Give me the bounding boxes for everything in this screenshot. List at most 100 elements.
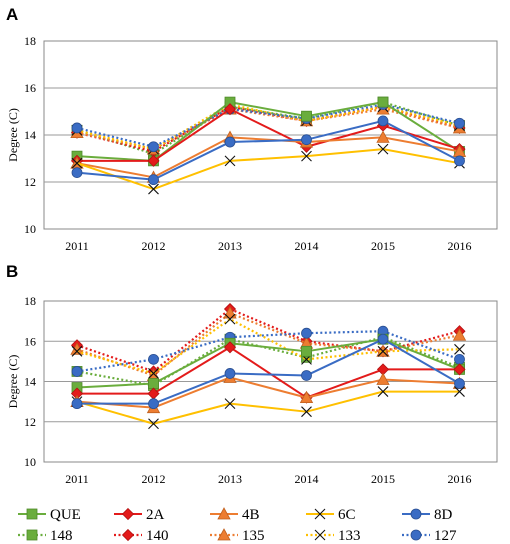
x-tick-label: 2014 bbox=[295, 239, 319, 253]
data-point-127 bbox=[148, 141, 159, 153]
series-line-127 bbox=[76, 330, 460, 373]
data-point-2a bbox=[223, 341, 237, 354]
data-point-6c bbox=[71, 157, 83, 169]
y-tick-label: 18 bbox=[24, 294, 36, 308]
data-point-133-stroke-b bbox=[224, 313, 236, 325]
legend-label: 2A bbox=[146, 507, 165, 523]
y-tick-label: 14 bbox=[24, 128, 36, 142]
data-point-6c bbox=[148, 183, 159, 195]
x-tick-label: 2015 bbox=[371, 472, 395, 486]
legend-item-4b: 4B bbox=[210, 507, 260, 523]
legend-label: QUE bbox=[50, 507, 81, 523]
legend-item-8d: 8D bbox=[402, 507, 453, 523]
legend-marker bbox=[314, 508, 326, 520]
data-point-127 bbox=[301, 327, 312, 339]
legend-label: 6C bbox=[338, 507, 356, 523]
data-point-6c-stroke-b bbox=[148, 183, 159, 195]
x-tick-label: 2014 bbox=[295, 472, 319, 486]
legend-label: 135 bbox=[242, 528, 265, 544]
x-tick-label: 2016 bbox=[448, 472, 472, 486]
series-line-6c bbox=[76, 390, 460, 425]
legend-marker bbox=[314, 529, 326, 541]
data-point-135 bbox=[223, 306, 237, 319]
data-point-que bbox=[301, 110, 312, 122]
y-tick-label: 16 bbox=[24, 81, 36, 95]
series-que bbox=[71, 96, 465, 167]
data-point-127 bbox=[454, 117, 465, 129]
data-point-127 bbox=[454, 353, 465, 365]
series-line-4b bbox=[76, 376, 460, 409]
series-133 bbox=[71, 313, 465, 379]
panel-label: B bbox=[6, 262, 18, 281]
x-tick-label: 2016 bbox=[448, 239, 472, 253]
legend-item-127: 127 bbox=[402, 528, 457, 544]
data-point-6c-stroke-b bbox=[224, 155, 236, 167]
legend-marker bbox=[217, 528, 231, 541]
legend-label: 8D bbox=[434, 507, 453, 523]
legend-label: 133 bbox=[338, 528, 361, 544]
data-point-8d bbox=[148, 398, 159, 410]
x-tick-label: 2012 bbox=[142, 239, 166, 253]
data-point-8d bbox=[224, 368, 236, 379]
y-tick-label: 10 bbox=[24, 455, 36, 469]
data-point-133 bbox=[224, 313, 236, 325]
y-tick-label: 18 bbox=[24, 34, 36, 48]
legend-item-140: 140 bbox=[114, 528, 169, 544]
data-point-135 bbox=[452, 328, 467, 341]
data-point-4b bbox=[376, 130, 390, 143]
data-point-127 bbox=[148, 353, 159, 365]
data-point-6c bbox=[301, 150, 312, 162]
data-point-133 bbox=[71, 345, 83, 357]
data-point-6c-stroke-b bbox=[301, 150, 312, 162]
series-line-148 bbox=[76, 336, 460, 387]
series-2a bbox=[70, 341, 466, 404]
y-tick-label: 14 bbox=[24, 375, 36, 389]
data-point-8d bbox=[377, 333, 389, 345]
series-line-135 bbox=[76, 311, 460, 377]
legend-marker bbox=[121, 528, 135, 542]
series-line-148 bbox=[76, 100, 460, 155]
series-8d bbox=[71, 333, 465, 410]
series-4b bbox=[70, 130, 467, 183]
legend-label: 4B bbox=[242, 507, 260, 523]
legend-item-148: 148 bbox=[18, 528, 73, 544]
x-tick-label: 2011 bbox=[65, 472, 89, 486]
legend-marker bbox=[410, 508, 422, 520]
data-point-8d bbox=[301, 134, 312, 146]
data-point-8d bbox=[71, 398, 83, 410]
series-line-que bbox=[76, 338, 460, 389]
data-point-que bbox=[148, 378, 159, 389]
data-point-8d bbox=[71, 167, 83, 179]
data-point-6c-stroke-b bbox=[301, 406, 312, 418]
x-tick-label: 2013 bbox=[218, 239, 242, 253]
data-point-que bbox=[377, 96, 389, 108]
data-point-6c bbox=[301, 406, 312, 418]
data-point-8d bbox=[454, 378, 465, 389]
series-line-4b bbox=[76, 136, 460, 179]
legend-item-6c: 6C bbox=[306, 507, 356, 523]
legend-label: 127 bbox=[434, 528, 457, 544]
legend-marker bbox=[121, 507, 135, 521]
data-point-6c-stroke-b bbox=[224, 398, 236, 410]
y-axis-label: Degree (C) bbox=[6, 108, 20, 162]
x-tick-label: 2015 bbox=[371, 239, 395, 253]
data-point-133-stroke-b bbox=[454, 343, 465, 355]
data-point-8d bbox=[148, 174, 159, 186]
panel-a: A 10 12 14 16 18 2011 2012 2013 2014 2015 2016 Degre… bbox=[6, 5, 498, 253]
legend-marker-stroke-b bbox=[314, 508, 326, 520]
data-point-133 bbox=[148, 368, 159, 379]
legend: QUE 2A 4B 6C 8D 148 140 135 133 127 bbox=[18, 507, 457, 544]
series-line-133 bbox=[76, 318, 460, 375]
data-point-6c bbox=[454, 386, 465, 397]
legend-label: 140 bbox=[146, 528, 169, 544]
data-point-6c bbox=[224, 398, 236, 410]
series-line-8d bbox=[76, 119, 460, 181]
legend-item-133: 133 bbox=[306, 528, 361, 544]
data-point-127 bbox=[71, 122, 83, 134]
y-tick-label: 10 bbox=[24, 222, 36, 236]
data-point-8d bbox=[454, 155, 465, 167]
data-point-6c bbox=[377, 386, 389, 397]
data-point-8d bbox=[301, 370, 312, 381]
series-line-6c bbox=[76, 148, 460, 191]
